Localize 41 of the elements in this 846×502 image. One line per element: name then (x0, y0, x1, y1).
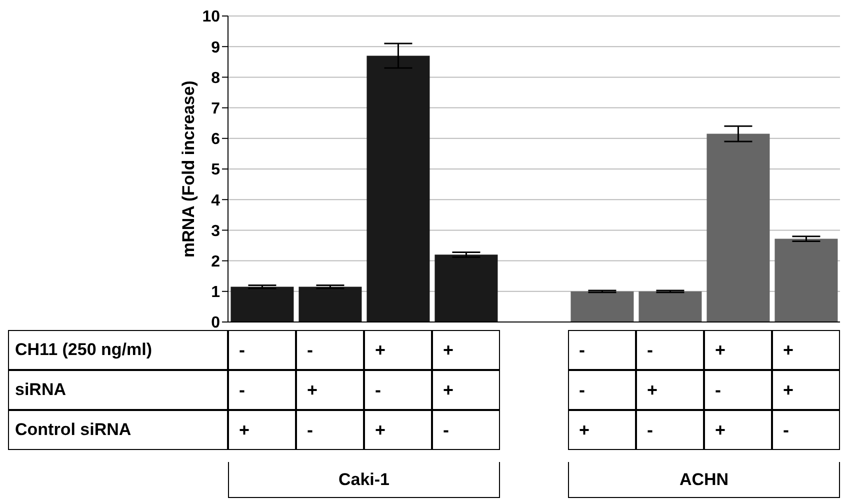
text: - (364, 370, 432, 410)
text: CH11 (250 ng/ml) (8, 330, 228, 370)
text: + (636, 370, 704, 410)
text: Caki-1 (228, 462, 500, 498)
y-tick-label: 10 (202, 8, 220, 26)
text: + (364, 410, 432, 450)
text: - (228, 370, 296, 410)
text: ACHN (568, 462, 840, 498)
text: - (636, 410, 704, 450)
text: siRNA (8, 370, 228, 410)
text: - (228, 330, 296, 370)
text: + (568, 410, 636, 450)
text: + (296, 370, 364, 410)
y-tick-label: 4 (211, 192, 220, 210)
text: + (704, 330, 772, 370)
y-tick-label: 3 (211, 222, 220, 240)
y-tick-label: 0 (211, 314, 220, 332)
text: - (772, 410, 840, 450)
y-tick-label: 8 (211, 70, 220, 87)
text: + (772, 330, 840, 370)
y-axis-title: mRNA (Fold increase) (179, 80, 198, 258)
text: Control siRNA (8, 410, 228, 450)
text: - (636, 330, 704, 370)
y-tick-label: 2 (211, 253, 220, 270)
y-tick-label: 7 (211, 100, 220, 118)
text: + (704, 410, 772, 450)
text: + (772, 370, 840, 410)
text: - (296, 410, 364, 450)
text: - (432, 410, 500, 450)
text: - (704, 370, 772, 410)
y-tick-label: 9 (211, 39, 220, 56)
text: - (568, 330, 636, 370)
text: + (432, 330, 500, 370)
y-tick-label: 6 (211, 131, 220, 148)
y-tick-label: 1 (211, 284, 220, 302)
y-tick-label: 5 (211, 162, 220, 179)
text: + (432, 370, 500, 410)
text: - (296, 330, 364, 370)
text: + (364, 330, 432, 370)
text: - (568, 370, 636, 410)
text: + (228, 410, 296, 450)
